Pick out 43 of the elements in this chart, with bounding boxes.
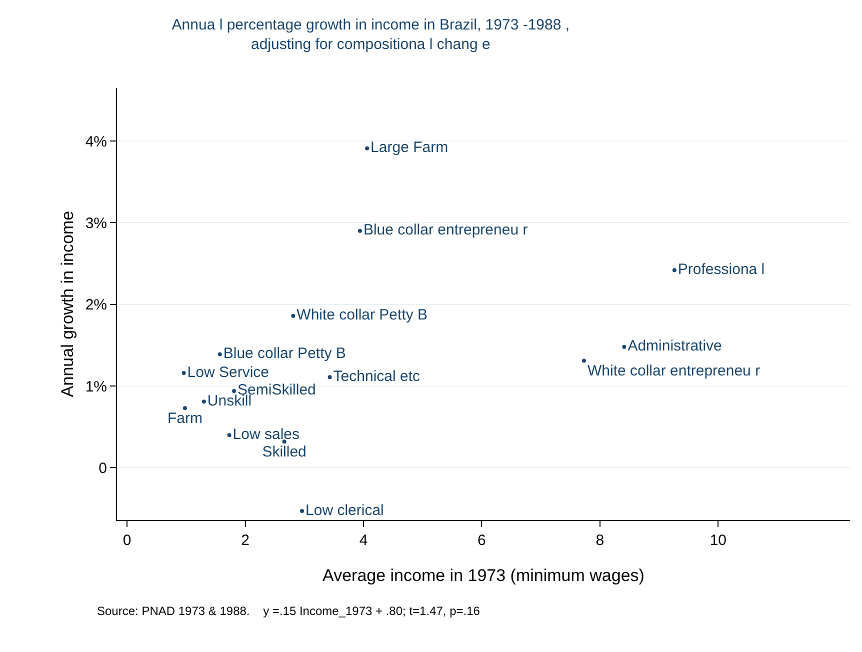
point (291, 314, 296, 318)
series-label: Large Farm (370, 139, 448, 156)
x-tick-label: 8 (596, 532, 604, 549)
point (300, 509, 304, 514)
series-label: Low sales (232, 426, 300, 443)
y-tick-label: 1% (85, 378, 107, 396)
x-tick-label: 6 (478, 532, 486, 549)
series-label: Skilled (262, 443, 306, 460)
chart-title: Annua l percentage growth in income in Brazil, 1973 -1988 , adjusting for compositiona l chang e (172, 16, 570, 53)
point (232, 388, 236, 393)
series-label: Low clerical (306, 502, 384, 519)
series-label: Professiona l (678, 260, 765, 278)
y-axis-title: Annual growth in income (58, 210, 77, 398)
point (227, 433, 232, 438)
y-tick-label: 3% (85, 214, 107, 232)
series-label: Blue collar entrepreneu r (363, 222, 528, 239)
x-tick-label: 2 (241, 532, 250, 549)
x-axis-title: Average income in 1973 (minimum wages) (322, 566, 644, 585)
series-label: Farm (167, 410, 202, 427)
point (365, 146, 370, 150)
point (218, 352, 222, 356)
source-note: Source: PNAD 1973 & 1988. y =.15 Income_1973 + .80; t=1.47, p=.16 (97, 604, 480, 618)
series-label: Blue collar Petty B (223, 344, 346, 362)
point (328, 375, 332, 380)
series-label: Administrative (628, 338, 722, 355)
point (182, 406, 187, 410)
point (182, 371, 186, 376)
point (672, 268, 676, 272)
series-label: Low Service (187, 364, 270, 381)
x-tick-label: 4 (359, 532, 368, 549)
series-label: White collar Petty B (296, 306, 428, 324)
y-tick-label: 2% (85, 296, 107, 314)
point (282, 440, 286, 444)
point (202, 400, 206, 404)
series-label: White collar entrepreneu r (587, 362, 760, 380)
y-tick-label: 0 (98, 460, 107, 477)
point (622, 344, 626, 349)
series-label: Technical etc (333, 368, 421, 385)
y-tick-label: 4% (85, 133, 107, 150)
point (582, 358, 586, 363)
point (358, 228, 362, 233)
x-tick-label: 10 (710, 532, 727, 549)
x-tick-label: 0 (122, 532, 132, 549)
